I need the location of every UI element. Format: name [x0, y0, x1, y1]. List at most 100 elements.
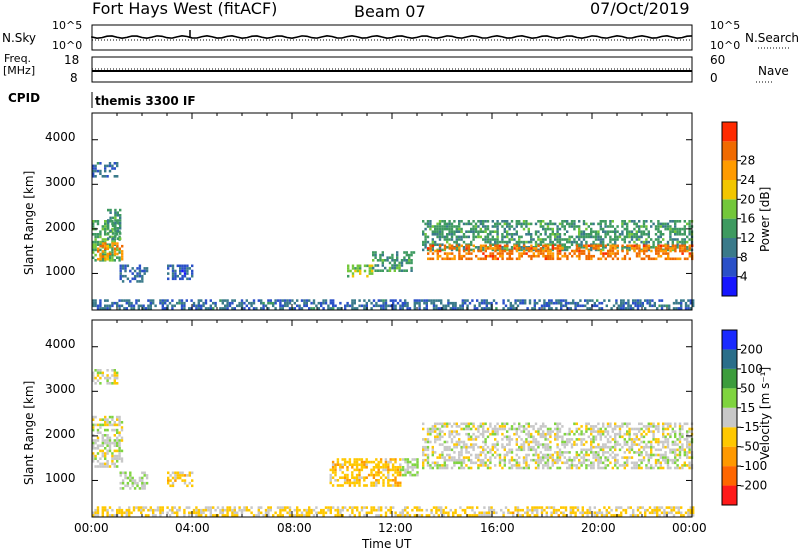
power-cell [688, 252, 691, 255]
velocity-cell [431, 430, 434, 433]
velocity-cell [647, 425, 650, 428]
power-cell [624, 307, 628, 310]
velocity-cell [666, 438, 670, 441]
velocity-cell [387, 471, 390, 474]
velocity-cell [688, 435, 691, 439]
velocity-cell [663, 514, 666, 517]
velocity-cell [664, 451, 667, 454]
power-cell [286, 304, 289, 308]
power-cell [640, 225, 643, 228]
power-cell [563, 246, 566, 249]
power-cell [678, 220, 682, 223]
power-cell [532, 247, 535, 250]
velocity-cell [329, 506, 332, 509]
velocity-cell [411, 463, 414, 466]
power-cell [106, 175, 109, 178]
power-cell [533, 299, 536, 302]
velocity-cell [575, 427, 578, 431]
power-cell [453, 230, 456, 233]
velocity-cell [99, 382, 102, 385]
velocity-cell [111, 369, 114, 372]
power-cell [590, 235, 593, 239]
velocity-cell [391, 466, 395, 469]
power-cell [372, 304, 376, 308]
power-cell [510, 235, 514, 239]
velocity-cell [664, 445, 667, 449]
power-cell [195, 304, 198, 308]
power-cell [501, 257, 504, 261]
velocity-cell [106, 428, 109, 432]
velocity-cell [594, 425, 598, 428]
power-cell [116, 221, 119, 225]
velocity-cell [618, 425, 622, 428]
power-cell [611, 257, 615, 261]
power-cell [472, 238, 475, 241]
power-cell [616, 252, 619, 255]
power-cell [664, 244, 667, 248]
power-cell [573, 240, 576, 244]
power-cell [413, 299, 416, 302]
velocity-cell [379, 460, 383, 464]
power-cell [575, 254, 579, 258]
velocity-cell [92, 415, 95, 419]
power-cell [667, 252, 670, 255]
velocity-cell [106, 462, 109, 466]
velocity-cell [260, 506, 263, 509]
power-cell [171, 269, 175, 273]
velocity-cell [434, 440, 437, 444]
power-cell [467, 235, 470, 239]
velocity-cell [116, 436, 119, 440]
power-cell [250, 301, 253, 305]
power-cell [118, 259, 121, 262]
velocity-cell [503, 456, 506, 459]
power-cell [557, 299, 560, 302]
velocity-cell [479, 453, 482, 457]
power-cell [106, 247, 109, 251]
power-cell [556, 254, 559, 258]
power-cell [453, 220, 456, 223]
velocity-cell [678, 440, 682, 444]
power-cell [384, 266, 387, 270]
velocity-cell [609, 425, 612, 428]
power-cell [191, 264, 194, 268]
velocity-cell [467, 466, 470, 470]
velocity-cell [510, 456, 514, 459]
velocity-cell [147, 508, 150, 512]
velocity-cell [406, 514, 409, 517]
velocity-cell [609, 435, 612, 439]
power-cell [506, 235, 509, 239]
velocity-cell [666, 422, 670, 426]
velocity-cell [534, 438, 538, 441]
velocity-cell [442, 514, 445, 517]
velocity-cell [339, 484, 342, 487]
power-cell [374, 251, 377, 254]
power-cell [544, 244, 547, 248]
velocity-cell [96, 379, 100, 382]
velocity-cell [522, 443, 526, 446]
power-cell [605, 304, 608, 308]
velocity-cell [460, 458, 463, 462]
velocity-cell [564, 508, 568, 512]
power-cell [641, 304, 644, 308]
velocity-cell [448, 458, 451, 462]
power-cell [391, 264, 394, 267]
velocity-cell [264, 508, 268, 512]
velocity-cell [568, 430, 571, 433]
velocity-cell [444, 506, 448, 509]
power-cell [573, 225, 576, 228]
velocity-cell [633, 427, 636, 431]
velocity-cell [614, 432, 617, 436]
power-cell [347, 269, 350, 273]
power-cell [632, 299, 635, 302]
power-cell [525, 248, 528, 252]
velocity-cell [348, 458, 352, 461]
velocity-cell [630, 438, 634, 441]
velocity-cell [120, 460, 124, 463]
power-cell [398, 261, 401, 265]
velocity-colorbar-segment [722, 407, 737, 428]
velocity-cell [500, 508, 503, 512]
power-cell [612, 304, 616, 308]
velocity-cell [118, 431, 121, 434]
power-cell [204, 307, 208, 310]
power-cell [636, 307, 640, 310]
